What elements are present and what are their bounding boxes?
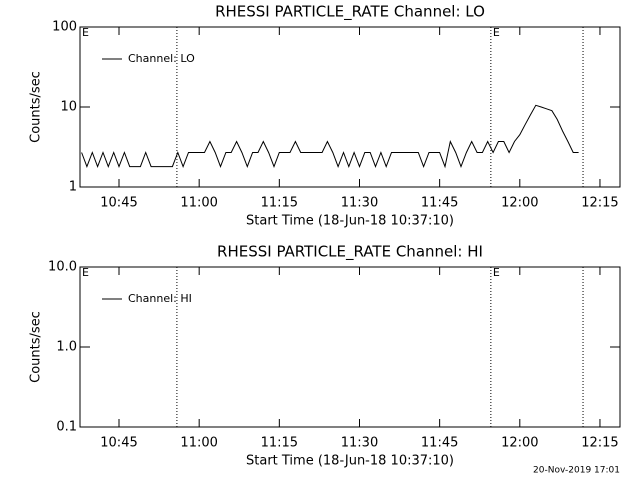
- y-tick-label: 100: [52, 20, 77, 35]
- x-tick-label: 12:00: [501, 436, 538, 451]
- legend-label: Channel: HI: [128, 292, 192, 305]
- x-tick-label: 12:15: [581, 436, 618, 451]
- footer: 20-Nov-2019 17:01: [533, 466, 620, 476]
- x-tick-label: 11:30: [341, 196, 378, 211]
- x-tick-label: 12:00: [501, 196, 538, 211]
- x-tick-label: 11:15: [261, 196, 298, 211]
- y-axis-label: Counts/sec: [29, 311, 44, 383]
- y-tick-label: 10.0: [48, 260, 77, 275]
- chart-title: RHESSI PARTICLE_RATE Channel: LO: [215, 3, 485, 22]
- event-marker: E: [82, 266, 89, 279]
- event-marker: E: [493, 266, 500, 279]
- y-tick-label: 0.1: [56, 420, 77, 435]
- x-axis-label: Start Time (18-Jun-18 10:37:10): [246, 454, 454, 469]
- data-line: [81, 104, 579, 169]
- y-axis-label: Counts/sec: [29, 71, 44, 143]
- x-tick-label: 11:30: [341, 436, 378, 451]
- x-tick-label: 11:15: [261, 436, 298, 451]
- chart-title: RHESSI PARTICLE_RATE Channel: HI: [217, 243, 483, 262]
- y-tick-label: 1.0: [56, 340, 77, 355]
- x-tick-label: 10:45: [100, 196, 137, 211]
- x-tick-label: 12:15: [581, 196, 618, 211]
- plot-frame: [79, 266, 621, 428]
- x-tick-label: 10:45: [100, 436, 137, 451]
- event-marker: E: [82, 26, 89, 39]
- x-tick-label: 11:00: [180, 196, 217, 211]
- legend-label: Channel: LO: [128, 52, 195, 65]
- y-tick-label: 1: [69, 180, 77, 195]
- x-tick-label: 11:45: [421, 196, 458, 211]
- x-tick-label: 11:45: [421, 436, 458, 451]
- x-axis-label: Start Time (18-Jun-18 10:37:10): [246, 214, 454, 229]
- x-tick-label: 11:00: [180, 436, 217, 451]
- event-marker: E: [493, 26, 500, 39]
- y-tick-label: 10: [60, 100, 77, 115]
